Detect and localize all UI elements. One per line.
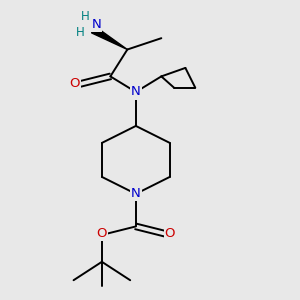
Text: O: O [97,227,107,240]
Text: N: N [131,85,141,98]
Text: N: N [91,17,101,31]
Text: H: H [76,26,85,39]
Polygon shape [92,26,128,50]
Text: N: N [131,188,141,200]
Text: O: O [70,77,80,90]
Text: O: O [165,227,175,240]
Text: H: H [80,11,89,23]
